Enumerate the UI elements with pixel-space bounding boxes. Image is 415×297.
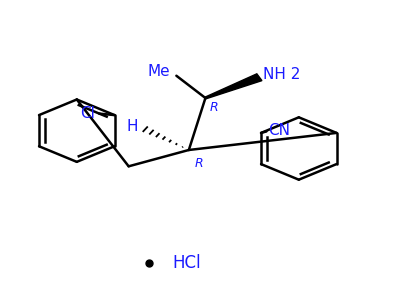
Text: H: H [126, 119, 138, 134]
Text: NH 2: NH 2 [263, 67, 300, 82]
Text: CN: CN [268, 123, 290, 138]
Text: Cl: Cl [80, 106, 95, 121]
Text: R: R [210, 101, 218, 114]
Text: HCl: HCl [172, 254, 201, 272]
Polygon shape [205, 74, 262, 99]
Text: Me: Me [147, 64, 170, 79]
Text: R: R [195, 157, 204, 170]
